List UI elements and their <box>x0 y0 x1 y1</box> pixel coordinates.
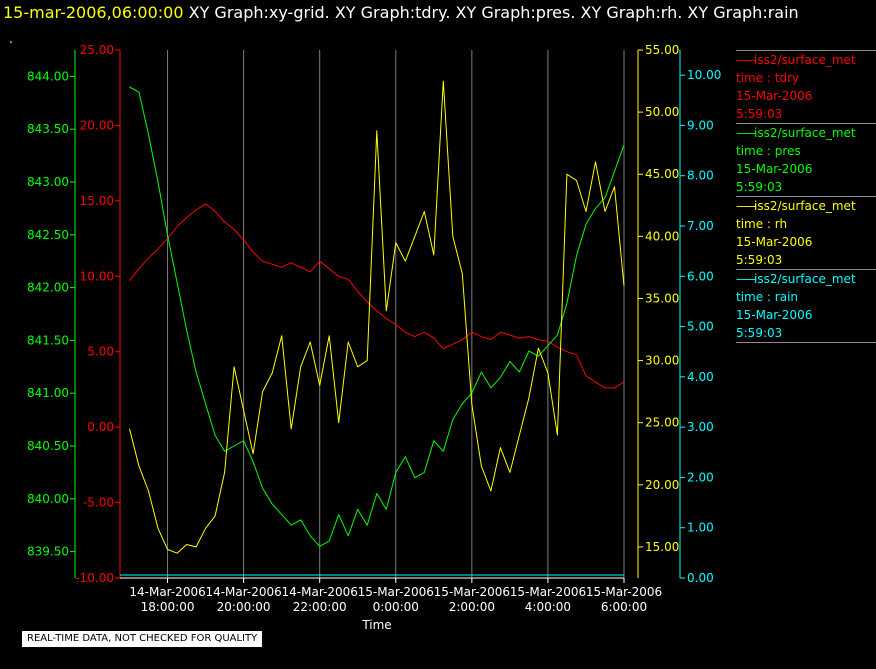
x-tick-label-time: 2:00:00 <box>449 600 495 614</box>
legend-swatch-icon: —— <box>736 126 757 140</box>
x-tick-label-date: 14-Mar-2006 <box>282 585 358 599</box>
rain-tick-label: 7.00 <box>687 219 714 233</box>
pres-tick-label: 843.00 <box>27 175 69 189</box>
plot-area <box>120 80 625 576</box>
rain-tick-label: 4.00 <box>687 370 714 384</box>
legend-entry-source: ——iss2/surface_met <box>736 199 856 213</box>
tdry-tick-label: 25.00 <box>80 43 114 57</box>
legend-bottom-rule <box>736 342 876 343</box>
x-tick-label-date: 14-Mar-2006 <box>205 585 281 599</box>
x-tick-label-date: 15-Mar-2006 <box>586 585 662 599</box>
x-tick-label-time: 18:00:00 <box>141 600 195 614</box>
x-tick-label-time: 4:00:00 <box>525 600 571 614</box>
rain-tick-label: 6.00 <box>687 269 714 283</box>
rain-tick-label: 10.00 <box>687 68 721 82</box>
x-tick-label-time: 0:00:00 <box>373 600 419 614</box>
pres-tick-label: 841.50 <box>27 333 69 347</box>
rain-tick-label: 8.00 <box>687 169 714 183</box>
rain-tick-label: 1.00 <box>687 521 714 535</box>
legend-entry-variable: time : tdry <box>736 71 800 85</box>
pres-tick-label: 843.50 <box>27 122 69 136</box>
legend-entry-source: ——iss2/surface_met <box>736 126 856 140</box>
legend-entry-time: 5:59:03 <box>736 180 783 194</box>
legend-entry-date: 15-Mar-2006 <box>736 162 813 176</box>
rain-tick-label: 0.00 <box>687 571 714 585</box>
pres-tick-label: 844.00 <box>27 69 69 83</box>
pres-tick-label: 842.50 <box>27 228 69 242</box>
pres-series-line <box>129 86 625 547</box>
header-timestamp: 15-mar-2006,06:00:00 <box>3 3 184 22</box>
x-tick-label-date: 15-Mar-2006 <box>510 585 586 599</box>
pres-tick-label: 839.50 <box>27 545 69 559</box>
x-tick-label-time: 6:00:00 <box>601 600 647 614</box>
rain-tick-label: 5.00 <box>687 320 714 334</box>
legend-entry-time: 5:59:03 <box>736 326 783 340</box>
rh-tick-label: 40.00 <box>645 229 679 243</box>
tdry-tick-label: 20.00 <box>80 118 114 132</box>
x-tick-label-date: 15-Mar-2006 <box>434 585 510 599</box>
legend-entry-date: 15-Mar-2006 <box>736 308 813 322</box>
legend-entry-time: 5:59:03 <box>736 253 783 267</box>
legend-entry-date: 15-Mar-2006 <box>736 235 813 249</box>
legend-swatch-icon: —— <box>736 199 757 213</box>
rh-tick-label: 35.00 <box>645 291 679 305</box>
rh-tick-label: 30.00 <box>645 354 679 368</box>
grid-lines <box>167 50 625 578</box>
rain-tick-label: 3.00 <box>687 420 714 434</box>
x-tick-label-date: 14-Mar-2006 <box>129 585 205 599</box>
tdry-tick-label: 5.00 <box>87 345 114 359</box>
quality-disclaimer: REAL-TIME DATA, NOT CHECKED FOR QUALITY <box>22 631 263 647</box>
legend-entry-source: ——iss2/surface_met <box>736 272 856 286</box>
legend-entry-variable: time : rain <box>736 290 799 304</box>
legend-entry-time: 5:59:03 <box>736 107 783 121</box>
tdry-tick-label: 0.00 <box>87 420 114 434</box>
tdry-tick-label: -10.00 <box>75 571 114 585</box>
tdry-tick-label: 10.00 <box>80 269 114 283</box>
pres-tick-label: 840.00 <box>27 492 69 506</box>
header-dot: . <box>9 32 13 46</box>
x-tick-label-time: 22:00:00 <box>293 600 347 614</box>
legend-entry-date: 15-Mar-2006 <box>736 89 813 103</box>
pres-tick-label: 842.00 <box>27 281 69 295</box>
legend-swatch-icon: —— <box>736 53 757 67</box>
legend-swatch-icon: —— <box>736 272 757 286</box>
x-axis: 14-Mar-200618:00:0014-Mar-200620:00:0014… <box>120 577 662 614</box>
x-tick-label-date: 15-Mar-2006 <box>358 585 434 599</box>
rh-tick-label: 45.00 <box>645 167 679 181</box>
header-graph-titles: XY Graph:xy-grid. XY Graph:tdry. XY Grap… <box>188 3 799 22</box>
pres-tick-label: 841.00 <box>27 386 69 400</box>
x-tick-label-time: 20:00:00 <box>217 600 271 614</box>
pres-tick-label: 840.50 <box>27 439 69 453</box>
legend-entry-variable: time : pres <box>736 144 801 158</box>
x-axis-label: Time <box>361 618 391 632</box>
legend-entry-variable: time : rh <box>736 217 788 231</box>
rh-series-line <box>129 80 625 554</box>
rh-tick-label: 55.00 <box>645 43 679 57</box>
rain-tick-label: 9.00 <box>687 118 714 132</box>
rain-tick-label: 2.00 <box>687 470 714 484</box>
rh-tick-label: 15.00 <box>645 540 679 554</box>
legend: ——iss2/surface_met time : tdry 15-Mar-2006… <box>736 50 876 343</box>
legend-entry-source: ——iss2/surface_met <box>736 53 856 67</box>
tdry-series-line <box>129 203 625 389</box>
tdry-tick-label: -5.00 <box>83 496 114 510</box>
rh-tick-label: 50.00 <box>645 105 679 119</box>
axes: 839.50 840.00 840.50 841.00 841.50 842.00 842.… <box>27 43 721 585</box>
rh-tick-label: 20.00 <box>645 478 679 492</box>
rh-tick-label: 25.00 <box>645 416 679 430</box>
tdry-tick-label: 15.00 <box>80 194 114 208</box>
graph-header: 15-mar-2006,06:00:00 XY Graph:xy-grid. X… <box>3 3 799 23</box>
